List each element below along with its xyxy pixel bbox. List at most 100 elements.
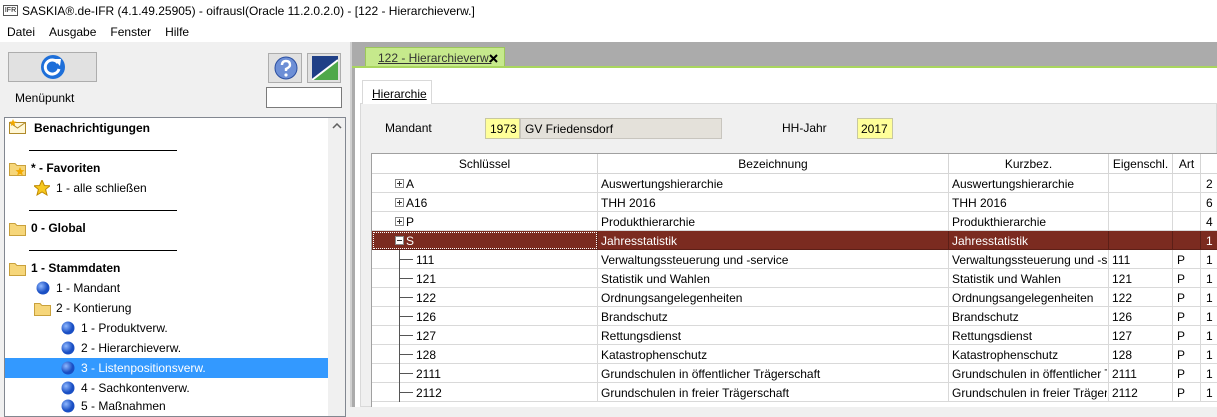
cell-border	[949, 345, 1109, 364]
menu-item[interactable]: Datei	[7, 25, 36, 39]
notification-icon-graphic	[9, 119, 26, 134]
table-row[interactable]: 2112 Grundschulen in freier Trägerschaft G…	[372, 383, 1217, 402]
column-header-label: Eigenschl.	[1112, 157, 1169, 171]
expand-toggle[interactable]	[395, 198, 404, 207]
refresh-button[interactable]	[8, 52, 97, 82]
cell-border	[1173, 269, 1201, 288]
table-row[interactable]: 2111 Grundschulen in öffentlicher Trägers…	[372, 364, 1217, 383]
cell-border	[598, 231, 949, 250]
cell-last: 1	[1206, 272, 1213, 286]
tree-line	[399, 373, 413, 374]
tree-item[interactable]: 1 - Stammdaten	[5, 258, 328, 278]
menu-item[interactable]: Fenster	[110, 25, 152, 39]
tree-item[interactable]: 3 - Listenpositionsverw.	[5, 358, 328, 378]
cell-kurzbez: Statistik und Wahlen	[952, 272, 1061, 286]
item-icon-graphic	[61, 399, 75, 413]
column-header[interactable]: Kurzbez.	[949, 154, 1109, 174]
menu-item[interactable]: Ausgabe	[49, 25, 97, 39]
tree-item[interactable]: Benachrichtigungen	[5, 118, 328, 138]
table-row[interactable]: 127 Rettungsdienst Rettungsdienst 127 P 1	[372, 326, 1217, 345]
cell-bezeichnung: THH 2016	[601, 196, 656, 210]
cell-key: 121	[416, 272, 437, 286]
tree-item[interactable]: 1 - Produktverw.	[5, 318, 328, 338]
cell-art: P	[1177, 329, 1186, 343]
tree-item[interactable]: 1 - Mandant	[5, 278, 328, 298]
logo-button[interactable]	[307, 53, 341, 83]
column-header-label: Bezeichnung	[738, 157, 808, 171]
cell-border	[372, 250, 598, 269]
document-tab[interactable]: 122 - Hierarchieverw.	[365, 47, 505, 68]
cell-border	[1173, 231, 1201, 250]
folder-icon	[34, 301, 51, 319]
table-row[interactable]: 126 Brandschutz Brandschutz 126 P 1	[372, 307, 1217, 326]
scrollbar	[328, 118, 345, 416]
table-row[interactable]: P Produkthierarchie Produkthierarchie 4	[372, 212, 1217, 231]
help-button[interactable]	[268, 53, 302, 83]
cell-border	[372, 212, 598, 231]
expand-toggle[interactable]	[395, 179, 404, 188]
cell-border	[1173, 174, 1201, 193]
star-icon	[32, 178, 52, 199]
column-header[interactable]: Schlüssel	[372, 154, 598, 174]
search-input[interactable]	[266, 87, 342, 108]
item-icon-graphic	[61, 381, 75, 395]
table-row[interactable]: 122 Ordnungsangelegenheiten Ordnungsangele…	[372, 288, 1217, 307]
tree-item-label: * - Favoriten	[31, 161, 101, 175]
table-row[interactable]: 111 Verwaltungssteuerung und -service Verw…	[372, 250, 1217, 269]
document-tab-label: 122 - Hierarchieverw.	[378, 51, 492, 65]
cell-border	[1173, 193, 1201, 212]
column-header[interactable]: Art	[1173, 154, 1201, 174]
folder-icon	[9, 221, 26, 239]
cell-border	[1201, 326, 1217, 345]
menu-label: Menüpunkt	[15, 91, 75, 105]
mandant-nr[interactable]: 1973	[485, 118, 520, 139]
column-header[interactable]: Eigenschl.	[1109, 154, 1173, 174]
tree-item[interactable]: 2 - Hierarchieverw.	[5, 338, 328, 358]
tree-item[interactable]: 1 - alle schließen	[5, 178, 328, 198]
inner-tab[interactable]: Hierarchie	[362, 80, 432, 104]
cell-border	[1109, 288, 1173, 307]
expand-toggle[interactable]	[395, 217, 404, 226]
refresh-icon	[41, 55, 65, 79]
notification-icon	[9, 119, 27, 138]
cell-border	[598, 174, 949, 193]
table-row[interactable]: S Jahresstatistik Jahresstatistik 1	[372, 231, 1217, 250]
tree-item[interactable]: * - Favoriten	[5, 158, 328, 178]
year-input[interactable]: 2017	[857, 118, 893, 139]
cell-border	[372, 174, 598, 193]
tree-item[interactable]: 2 - Kontierung	[5, 298, 328, 318]
tree-item[interactable]: 0 - Global	[5, 218, 328, 238]
cell-border	[949, 269, 1109, 288]
table-row[interactable]: 121 Statistik und Wahlen Statistik und Wah…	[372, 269, 1217, 288]
cell-last: 1	[1206, 348, 1213, 362]
cell-border	[1201, 174, 1217, 193]
cell-eigenschl: 2111	[1112, 367, 1137, 381]
table-row[interactable]: A Auswertungshierarchie Auswertungshierarc…	[372, 174, 1217, 193]
cell-bezeichnung: Auswertungshierarchie	[601, 177, 724, 191]
cell-border	[1173, 212, 1201, 231]
tree-item[interactable]: 4 - Sachkontenverw.	[5, 378, 328, 398]
collapse-toggle[interactable]	[395, 236, 404, 245]
cell-border	[372, 326, 598, 345]
tree-line	[399, 335, 413, 336]
column-header[interactable]: Bezeichnung	[598, 154, 949, 174]
cell-border	[1173, 345, 1201, 364]
cell-border	[949, 326, 1109, 345]
table-row[interactable]: A16 THH 2016 THH 2016 6	[372, 193, 1217, 212]
cell-eigenschl: 111	[1112, 253, 1131, 267]
scroll-up[interactable]	[332, 123, 342, 129]
tab-close[interactable]	[489, 54, 498, 63]
tree-item[interactable]: 5 - Maßnahmen	[5, 396, 328, 416]
cell-art: P	[1177, 253, 1186, 267]
separator	[29, 210, 177, 211]
cell-border	[1109, 364, 1173, 383]
cell-eigenschl: 127	[1112, 329, 1133, 343]
cell-border	[1109, 212, 1173, 231]
cell-border	[949, 307, 1109, 326]
menu-item[interactable]: Hilfe	[165, 25, 190, 39]
cell-border	[1201, 345, 1217, 364]
table-row[interactable]: 128 Katastrophenschutz Katastrophenschutz 1…	[372, 345, 1217, 364]
column-header	[1201, 154, 1217, 174]
inner-tab-label: Hierarchie	[372, 87, 427, 101]
